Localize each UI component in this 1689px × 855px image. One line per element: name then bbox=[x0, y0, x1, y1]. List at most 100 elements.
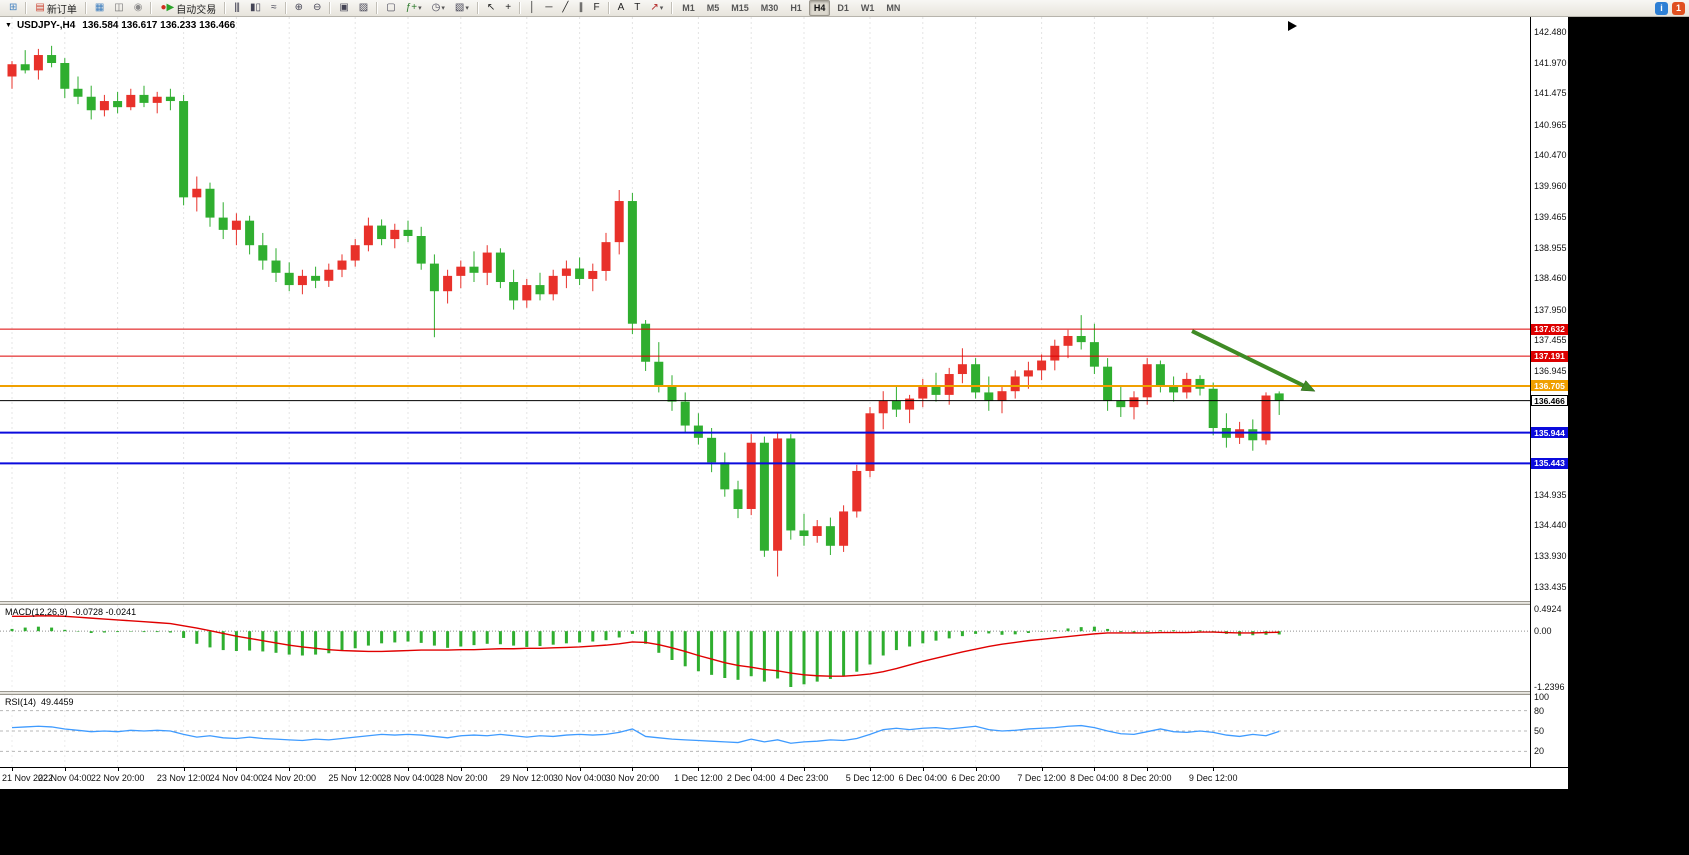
time-label: 28 Nov 04:00 bbox=[381, 773, 435, 783]
chart-window: ▼ USDJPY-,H4 136.584 136.617 136.233 136… bbox=[0, 17, 1568, 789]
cascade-windows-icon[interactable]: ▨ bbox=[355, 0, 372, 16]
timeframe-m1-button[interactable]: M1 bbox=[682, 3, 695, 13]
rsi-axis-label: 50 bbox=[1534, 726, 1545, 736]
time-label: 5 Dec 12:00 bbox=[845, 773, 895, 783]
text-icon[interactable]: A bbox=[614, 0, 629, 16]
rsi-pane[interactable] bbox=[0, 695, 1530, 767]
time-tick bbox=[526, 768, 528, 771]
fibonacci-icon[interactable]: F bbox=[589, 0, 603, 16]
timeframe-h4-button[interactable]: H4 bbox=[808, 0, 831, 16]
tile-windows-icon[interactable]: ▣ bbox=[335, 0, 352, 16]
time-label: 22 Nov 20:00 bbox=[90, 773, 145, 783]
rsi-axis-label: 20 bbox=[1534, 746, 1545, 757]
cursor-icon[interactable]: ↖ bbox=[483, 0, 499, 16]
price-marker-135.443: 135.443 bbox=[1531, 457, 1568, 469]
time-label: 8 Dec 20:00 bbox=[1122, 773, 1172, 783]
macd-axis-label: -1.2396 bbox=[1534, 682, 1565, 692]
toolbar-separator bbox=[671, 2, 674, 14]
timeframe-mn-button[interactable]: MN bbox=[886, 3, 901, 13]
arrange-windows-icon[interactable]: ▢ bbox=[382, 0, 399, 16]
time-label: 1 Dec 12:00 bbox=[674, 773, 723, 783]
pane-divider[interactable] bbox=[0, 601, 1568, 605]
mql-community-icon[interactable]: i bbox=[1655, 1, 1668, 15]
time-label: 7 Dec 12:00 bbox=[1017, 773, 1066, 783]
candles-chart-icon[interactable]: ▮ ▯ bbox=[246, 0, 265, 16]
price-tick-label: 139.465 bbox=[1534, 211, 1567, 222]
sound-icon-glyph: ◉ bbox=[133, 2, 143, 13]
time-tick bbox=[632, 768, 634, 771]
candles-chart-icon-glyph: ▮ bbox=[250, 2, 255, 13]
new-chart-icon[interactable]: ⊞ bbox=[5, 0, 21, 16]
candles-layer bbox=[7, 45, 1284, 577]
timeframe-m5-button[interactable]: M5 bbox=[706, 3, 720, 13]
vertical-line-icon[interactable]: │ bbox=[525, 0, 539, 16]
timeframe-d1-button[interactable]: D1 bbox=[837, 3, 849, 13]
data-window-icon-glyph: ◫ bbox=[114, 2, 124, 13]
time-axis[interactable]: 21 Nov 2022 22 Nov 04:00 22 Nov 20:00 23 No… bbox=[0, 767, 1568, 789]
templates-icon[interactable]: ▧ ▾ bbox=[451, 0, 473, 16]
arrows-icon[interactable]: ↗ ▾ bbox=[646, 0, 667, 16]
notifications-icon[interactable]: 1 bbox=[1672, 1, 1685, 15]
text-label-icon[interactable]: T bbox=[630, 0, 644, 16]
time-label: 24 Nov 20:00 bbox=[262, 773, 316, 783]
bars-chart-icon[interactable]: ||| bbox=[230, 0, 244, 16]
auto-trading-button[interactable]: ● ▶ 自动交易 bbox=[156, 0, 220, 16]
toolbar-separator bbox=[519, 2, 522, 14]
toolbar-separator bbox=[476, 2, 479, 14]
text-label-icon-glyph: T bbox=[634, 2, 640, 13]
timeframe-w1-button[interactable]: W1 bbox=[860, 3, 875, 13]
indicators-icon-glyph: ƒ bbox=[405, 2, 411, 13]
timeframe-m15-button[interactable]: M15 bbox=[731, 3, 749, 13]
price-marker-136.466: 136.466 bbox=[1531, 395, 1568, 407]
auto-trading-button-label: 自动交易 bbox=[176, 4, 217, 16]
trendline-icon-glyph: ╱ bbox=[562, 2, 568, 13]
tile-windows-icon-glyph: ▣ bbox=[339, 2, 349, 13]
toolbar-separator bbox=[284, 2, 287, 14]
macd-axis-label: 0.4924 bbox=[1534, 604, 1562, 614]
chart-shift-marker[interactable] bbox=[1288, 21, 1297, 31]
time-label: 30 Nov 04:00 bbox=[552, 773, 607, 783]
chevron-down-icon: ▾ bbox=[418, 5, 422, 12]
price-tick-label: 133.930 bbox=[1534, 551, 1567, 562]
chevron-down-icon: ▾ bbox=[465, 5, 469, 12]
sound-icon[interactable]: ◉ bbox=[130, 0, 147, 16]
chart-dropdown-icon[interactable]: ▼ bbox=[5, 22, 12, 29]
price-axis[interactable]: 142.480 141.970 141.475 140.965 140.470 139.9… bbox=[1530, 17, 1568, 767]
time-label: 6 Dec 04:00 bbox=[898, 773, 948, 783]
channel-icon[interactable]: ∥ bbox=[574, 0, 587, 16]
price-chart[interactable] bbox=[0, 17, 1530, 601]
crosshair-icon[interactable]: + bbox=[501, 0, 515, 16]
time-tick bbox=[975, 768, 977, 771]
horizontal-line-icon-glyph: ─ bbox=[545, 2, 552, 13]
time-tick bbox=[751, 768, 753, 771]
horizontal-line-icon[interactable]: ─ bbox=[541, 0, 556, 16]
trendline-icon[interactable]: ╱ bbox=[558, 0, 572, 16]
new-order-button-label: 新订单 bbox=[46, 4, 77, 16]
rsi-label: RSI(14) 49.4459 bbox=[5, 697, 74, 707]
time-label: 28 Nov 20:00 bbox=[434, 773, 488, 783]
zoom-in-icon[interactable]: ⊕ bbox=[291, 0, 307, 16]
indicators-icon[interactable]: ƒ + ▾ bbox=[402, 0, 426, 16]
templates-icon-glyph: ▧ bbox=[454, 2, 465, 13]
indicators-icon-glyph: + bbox=[411, 2, 417, 13]
trend-arrow[interactable] bbox=[1191, 329, 1316, 392]
pane-divider[interactable] bbox=[0, 691, 1568, 695]
price-tick-label: 141.970 bbox=[1534, 58, 1567, 68]
periods-icon[interactable]: ◷ ▾ bbox=[428, 0, 449, 16]
macd-signal-line bbox=[12, 615, 1280, 677]
periods-icon-glyph: ◷ bbox=[431, 2, 441, 13]
data-window-icon[interactable]: ◫ bbox=[110, 0, 127, 16]
price-tick-label: 141.475 bbox=[1534, 88, 1567, 99]
time-tick bbox=[460, 768, 462, 771]
zoom-out-icon[interactable]: ⊖ bbox=[309, 0, 325, 16]
new-order-button[interactable]: ▤ 新订单 bbox=[31, 0, 80, 16]
timeframe-m30-button[interactable]: M30 bbox=[760, 3, 779, 13]
macd-pane[interactable] bbox=[0, 605, 1530, 691]
timeframe-h1-button[interactable]: H1 bbox=[790, 3, 802, 13]
market-watch-icon[interactable]: ▦ bbox=[91, 0, 108, 16]
line-chart-icon[interactable]: ≈ bbox=[267, 0, 281, 16]
time-tick bbox=[922, 768, 924, 771]
chart-title: ▼ USDJPY-,H4 136.584 136.617 136.233 136… bbox=[5, 20, 235, 31]
time-label: 25 Nov 12:00 bbox=[328, 773, 382, 783]
